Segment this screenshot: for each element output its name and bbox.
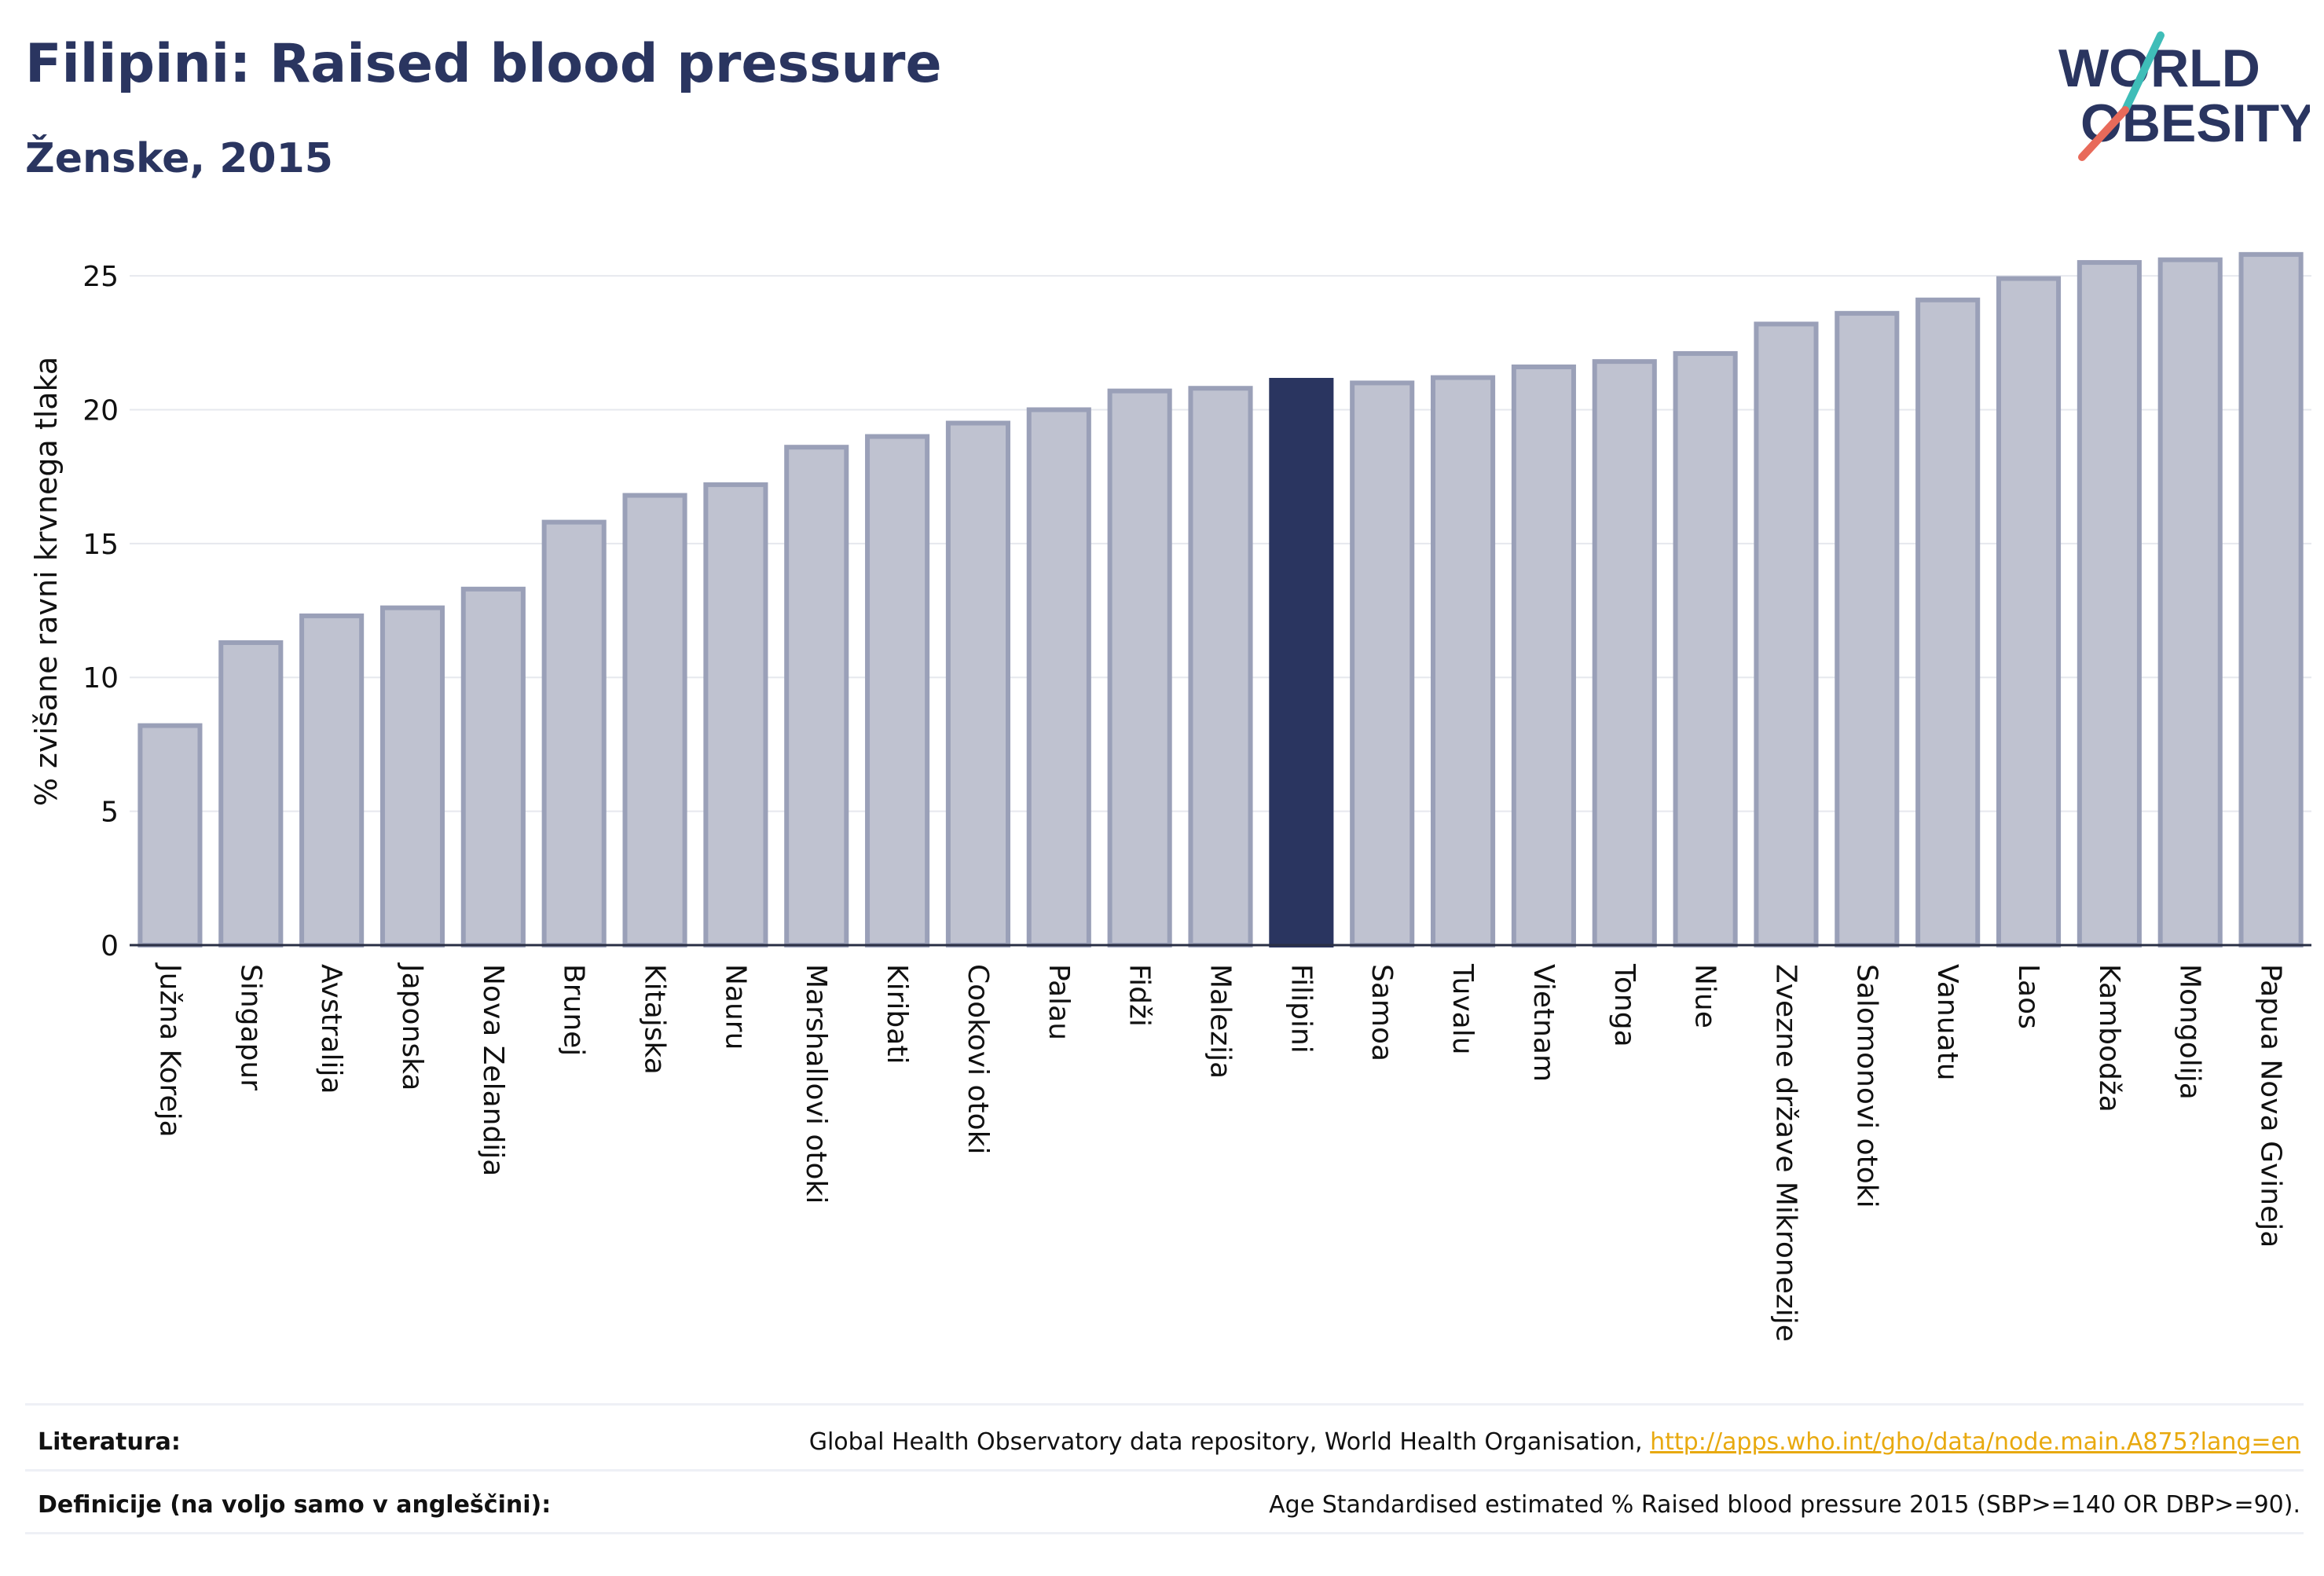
x-tick-label: Filipini <box>1285 964 1317 1054</box>
bar[interactable] <box>1915 297 1981 947</box>
logo-slash-coral <box>2078 106 2129 161</box>
logo-text-obesity: OBESITY <box>2080 93 2310 153</box>
definitions-label: Definicije (na voljo samo v angleščini): <box>38 1491 552 1519</box>
bar[interactable] <box>1188 386 1253 948</box>
x-tick-label: Marshallovi otoki <box>800 964 832 1204</box>
y-tick-labels: 0 5 10 15 20 25 <box>82 261 119 962</box>
bar[interactable] <box>865 434 930 947</box>
footer-divider-top <box>25 1403 2304 1406</box>
x-tick-label: Tuvalu <box>1446 963 1479 1055</box>
x-tick-label: Avstralija <box>315 964 347 1094</box>
bar[interactable] <box>541 519 607 947</box>
bar[interactable] <box>945 420 1010 947</box>
y-axis-label: % zvišane ravni krvnega tlaka <box>29 357 64 806</box>
logo-text-world: WORLD <box>2058 38 2260 98</box>
literature-label: Literatura: <box>38 1428 181 1456</box>
bars <box>137 251 2304 948</box>
x-tick-label: Malezija <box>1204 964 1237 1079</box>
definitions-text: Age Standardised estimated % Raised bloo… <box>1269 1491 2300 1519</box>
bar[interactable] <box>1673 350 1738 947</box>
bar[interactable] <box>218 640 284 947</box>
bar[interactable] <box>379 605 445 947</box>
y-tick-label: 5 <box>101 797 119 829</box>
y-tick-label: 0 <box>101 930 119 962</box>
x-tick-label: Niue <box>1689 964 1721 1028</box>
x-tick-label: Mongolija <box>2174 964 2206 1100</box>
x-tick-labels: Južna Koreja Singapur Avstralija Japonska No… <box>153 962 2286 1342</box>
x-tick-label: Tonga <box>1608 963 1640 1047</box>
bar[interactable] <box>1996 276 2062 947</box>
bar[interactable] <box>460 586 526 947</box>
x-tick-label: Nova Zelandija <box>477 964 509 1176</box>
x-tick-label: Kitajska <box>639 964 671 1075</box>
bar[interactable] <box>1350 380 1415 947</box>
footer-divider-middle <box>25 1469 2304 1472</box>
bar[interactable] <box>703 482 768 947</box>
chart-subtitle: Ženske, 2015 <box>25 135 333 182</box>
bar[interactable] <box>1026 407 1091 947</box>
y-tick-label: 15 <box>82 529 119 561</box>
x-tick-label: Zvezne države Mikronezije <box>1769 964 1802 1342</box>
bar[interactable] <box>137 723 203 947</box>
logo-slash-teal <box>2121 31 2165 114</box>
bar[interactable] <box>622 493 687 947</box>
bar[interactable] <box>2238 251 2304 947</box>
bar[interactable] <box>1754 321 1819 948</box>
x-tick-label: Kiribati <box>881 964 913 1064</box>
literature-text: Global Health Observatory data repositor… <box>808 1428 1643 1456</box>
x-tick-label: Vanuatu <box>1931 964 1963 1081</box>
bar[interactable] <box>2077 260 2142 947</box>
world-obesity-logo: WORLD OBESITY <box>2058 31 2310 161</box>
x-tick-label: Cookovi otoki <box>962 964 994 1155</box>
x-tick-label: Brunej <box>558 964 590 1056</box>
y-tick-label: 10 <box>82 662 119 695</box>
bar[interactable] <box>784 445 849 947</box>
chart-title: Filipini: Raised blood pressure <box>25 33 942 95</box>
footer-divider-bottom <box>25 1532 2304 1534</box>
bar[interactable] <box>2157 257 2223 948</box>
y-tick-label: 25 <box>82 261 119 293</box>
x-tick-label: Vietnam <box>1527 964 1560 1082</box>
x-tick-label: Salomonovi otoki <box>1850 964 1882 1208</box>
bar[interactable] <box>1592 359 1657 947</box>
x-tick-label: Singapur <box>234 964 266 1090</box>
x-tick-label: Nauru <box>719 964 751 1050</box>
y-tick-label: 20 <box>82 394 119 427</box>
x-tick-label: Kambodža <box>2093 964 2125 1112</box>
literature-link[interactable]: http://apps.who.int/gho/data/node.main.A… <box>1650 1428 2300 1456</box>
x-tick-label: Papua Nova Gvineja <box>2255 964 2287 1248</box>
bar-chart: 0 5 10 15 20 25 Južna Koreja Singapur Avstralij… <box>29 251 2311 1342</box>
x-tick-label: Južna Koreja <box>153 962 185 1138</box>
bar[interactable] <box>1835 310 1900 948</box>
x-tick-label: Japonska <box>396 962 428 1090</box>
bar[interactable] <box>1511 364 1576 948</box>
bar[interactable] <box>1431 375 1496 948</box>
bar[interactable] <box>299 613 365 947</box>
literature-source: Global Health Observatory data repositor… <box>809 1428 2300 1456</box>
x-tick-label: Laos <box>2012 964 2044 1029</box>
x-tick-label: Palau <box>1043 964 1075 1040</box>
x-tick-label: Fidži <box>1124 964 1156 1027</box>
x-tick-label: Samoa <box>1365 964 1398 1061</box>
bar[interactable] <box>1107 388 1172 947</box>
bar-highlighted[interactable] <box>1269 378 1334 947</box>
